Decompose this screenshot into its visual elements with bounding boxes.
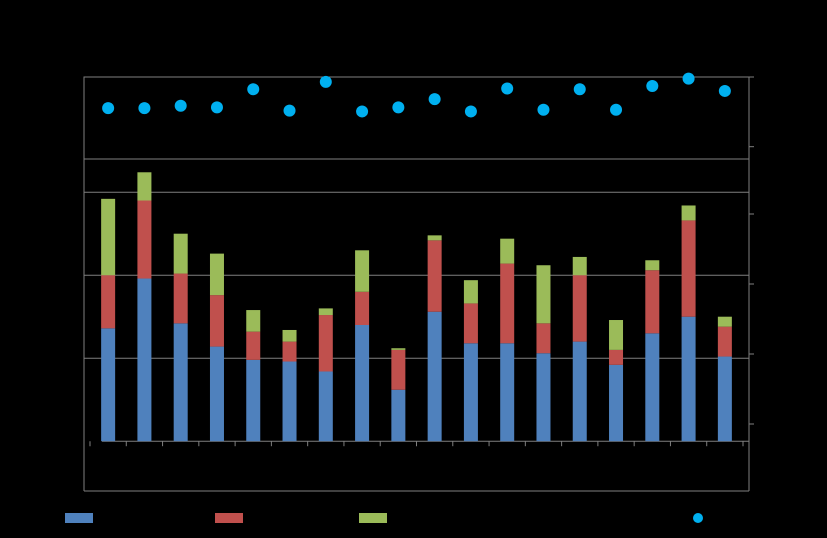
legend-swatch-series-2 xyxy=(215,513,243,523)
marker-point xyxy=(428,93,441,106)
bar-segment-series-3 xyxy=(500,238,515,264)
bar-segment-series-3 xyxy=(101,198,116,276)
bar-segment-series-2 xyxy=(572,275,587,342)
bar-segment-series-2 xyxy=(681,220,696,317)
bar-segment-series-1 xyxy=(463,343,478,442)
bar-segment-series-3 xyxy=(609,320,624,350)
marker-point xyxy=(174,99,187,112)
bar-segment-series-1 xyxy=(355,325,370,442)
bar-segment-series-2 xyxy=(536,323,551,354)
bar-segment-series-2 xyxy=(246,331,261,360)
marker-panel-frame xyxy=(83,76,750,160)
bar-segment-series-3 xyxy=(355,250,370,292)
marker-point xyxy=(247,83,260,96)
marker-point xyxy=(392,101,405,114)
legend xyxy=(65,513,703,523)
marker-point xyxy=(356,105,369,118)
bar-segment-series-3 xyxy=(246,310,261,332)
marker-point xyxy=(646,80,659,93)
bar-segment-series-3 xyxy=(717,316,732,327)
bar-segment-series-2 xyxy=(645,270,660,334)
marker-point xyxy=(138,102,151,115)
bar-segment-series-1 xyxy=(391,389,406,442)
bar-segment-series-2 xyxy=(173,273,188,324)
marker-point xyxy=(501,82,514,95)
legend-swatch-series-3 xyxy=(359,513,387,523)
bar-segment-series-1 xyxy=(681,316,696,442)
bar-segment-series-2 xyxy=(717,326,732,357)
bar-panel xyxy=(83,159,754,492)
legend-swatch-series-1 xyxy=(65,513,93,523)
bar-segment-series-1 xyxy=(572,341,587,442)
bar-segment-series-3 xyxy=(318,308,333,316)
bar-segment-series-1 xyxy=(137,278,152,442)
bar-segment-series-2 xyxy=(391,349,406,390)
bar-segment-series-3 xyxy=(137,172,152,201)
bar-segment-series-1 xyxy=(173,323,188,442)
bar-segment-series-1 xyxy=(427,311,442,442)
bar-segment-series-2 xyxy=(609,349,624,365)
bar-segment-series-2 xyxy=(463,303,478,344)
bar-segment-series-3 xyxy=(681,205,696,221)
bar-segment-series-2 xyxy=(209,295,224,347)
bar-segment-series-3 xyxy=(173,233,188,274)
bar-segment-series-3 xyxy=(282,329,297,342)
bar-segment-series-2 xyxy=(318,315,333,372)
bar-segment-series-3 xyxy=(572,256,587,276)
marker-point xyxy=(464,105,477,118)
legend-swatch-markers xyxy=(693,513,703,523)
bar-segment-series-1 xyxy=(717,356,732,442)
bar-segment-series-3 xyxy=(645,260,660,271)
bar-segment-series-2 xyxy=(282,341,297,362)
marker-point xyxy=(537,103,550,116)
bar-segment-series-1 xyxy=(282,361,297,442)
bar-segment-series-2 xyxy=(500,263,515,344)
marker-point xyxy=(319,75,332,88)
marker-point xyxy=(210,101,223,114)
bar-segment-series-2 xyxy=(355,291,370,325)
bar-segment-series-1 xyxy=(318,371,333,442)
bar-segment-series-2 xyxy=(101,275,116,329)
marker-point xyxy=(610,103,623,116)
bar-segment-series-1 xyxy=(209,346,224,442)
marker-point xyxy=(102,102,115,115)
marker-point xyxy=(718,84,731,97)
bar-segment-series-2 xyxy=(427,240,442,312)
bar-segment-series-3 xyxy=(536,265,551,324)
bar-segment-series-1 xyxy=(500,343,515,442)
bar-segment-series-1 xyxy=(645,333,660,442)
bar-segment-series-3 xyxy=(391,348,406,350)
marker-point xyxy=(573,83,586,96)
bar-segment-series-3 xyxy=(463,280,478,304)
marker-panel xyxy=(83,72,754,160)
bar-segment-series-3 xyxy=(427,235,442,241)
marker-point xyxy=(283,104,296,117)
bar-segment-series-1 xyxy=(609,364,624,442)
bar-segment-series-1 xyxy=(536,353,551,442)
bar-segment-series-1 xyxy=(246,359,261,442)
bar-segment-series-3 xyxy=(209,253,224,296)
marker-point xyxy=(682,72,695,85)
bar-segment-series-1 xyxy=(101,328,116,442)
bar-segment-series-2 xyxy=(137,200,152,279)
